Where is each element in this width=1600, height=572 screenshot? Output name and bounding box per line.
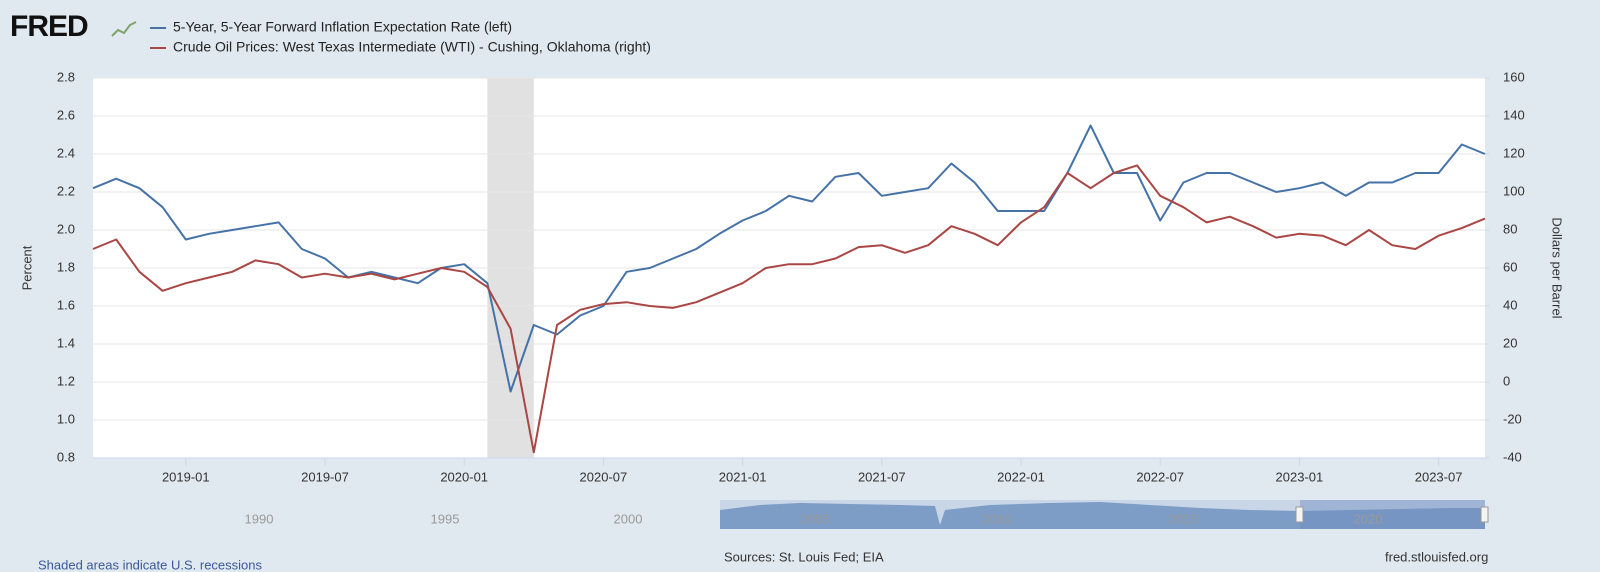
logo-icon <box>111 21 137 37</box>
y-tick-label: 2.2 <box>57 183 75 198</box>
x-tick-label: 2022-01 <box>997 469 1045 484</box>
y-tick-label: 1.2 <box>57 373 75 388</box>
y-tick-label: 2.6 <box>57 107 75 122</box>
navigator-label: 2010 <box>983 511 1012 526</box>
site-url[interactable]: fred.stlouisfed.org <box>1385 549 1488 564</box>
y-axis-title: Percent <box>19 245 34 290</box>
y-tick-label: 1.6 <box>57 297 75 312</box>
x-tick-label: 2022-07 <box>1136 469 1184 484</box>
x-tick-label: 2023-07 <box>1415 469 1463 484</box>
y-tick-label: 1.8 <box>57 259 75 274</box>
y2-tick-label: 100 <box>1503 183 1525 198</box>
x-tick-label: 2020-07 <box>580 469 628 484</box>
y2-tick-label: 0 <box>1503 373 1510 388</box>
series-line <box>92 124 1486 393</box>
navigator-handle[interactable] <box>1480 506 1489 523</box>
navigator-label: 2015 <box>1169 511 1198 526</box>
recession-note[interactable]: Shaded areas indicate U.S. recessions <box>38 557 263 572</box>
navigator-label: 2020 <box>1354 511 1383 526</box>
legend-label: 5-Year, 5-Year Forward Inflation Expecta… <box>173 19 512 35</box>
y2-tick-label: -20 <box>1503 411 1522 426</box>
navigator-label: 1995 <box>431 511 460 526</box>
y-tick-label: 1.0 <box>57 411 75 426</box>
y2-tick-label: 80 <box>1503 221 1517 236</box>
navigator-handle[interactable] <box>1295 506 1304 523</box>
y-tick-label: 2.0 <box>57 221 75 236</box>
navigator-label: 1990 <box>245 511 274 526</box>
x-tick-label: 2023-01 <box>1276 469 1324 484</box>
y2-tick-label: 140 <box>1503 107 1525 122</box>
y2-axis-title: Dollars per Barrel <box>1550 217 1565 318</box>
sources: Sources: St. Louis Fed; EIA <box>724 549 884 564</box>
y2-tick-label: 120 <box>1503 145 1525 160</box>
navigator-label: 2005 <box>801 511 830 526</box>
y2-tick-label: 40 <box>1503 297 1517 312</box>
x-tick-label: 2019-07 <box>301 469 349 484</box>
y-tick-label: 0.8 <box>57 449 75 464</box>
y2-tick-label: 160 <box>1503 69 1525 84</box>
x-tick-label: 2021-01 <box>719 469 767 484</box>
navigator-selection[interactable] <box>1300 500 1485 529</box>
navigator-label: 2000 <box>614 511 643 526</box>
x-tick-label: 2021-07 <box>858 469 906 484</box>
logo[interactable]: FRED <box>10 10 89 43</box>
legend-label: Crude Oil Prices: West Texas Intermediat… <box>173 39 651 55</box>
navigator-series <box>720 502 1485 529</box>
x-tick-label: 2019-01 <box>162 469 210 484</box>
x-tick-label: 2020-01 <box>440 469 488 484</box>
y2-tick-label: 60 <box>1503 259 1517 274</box>
y2-tick-label: 20 <box>1503 335 1517 350</box>
series-line <box>92 164 1486 454</box>
y-tick-label: 2.8 <box>57 69 75 84</box>
y2-tick-label: -40 <box>1503 449 1522 464</box>
y-tick-label: 1.4 <box>57 335 75 350</box>
y-tick-label: 2.4 <box>57 145 75 160</box>
